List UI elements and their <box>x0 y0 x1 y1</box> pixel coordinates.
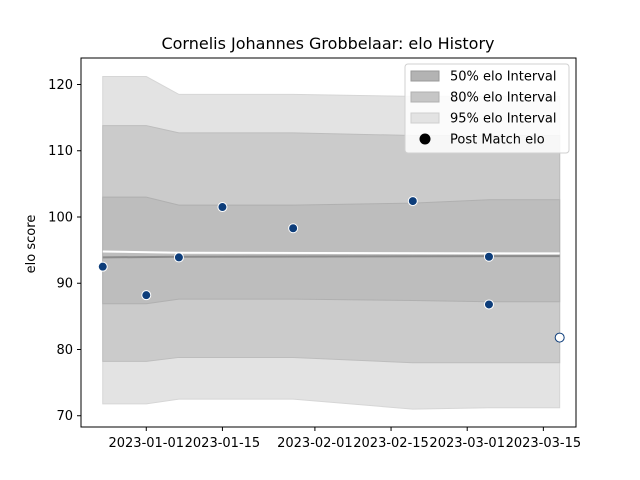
post-match-elo-point <box>141 290 152 301</box>
y-tick-label: 90 <box>56 277 73 292</box>
x-tick-label: 2023-02-01 <box>277 436 353 451</box>
post-match-elo-point <box>217 202 228 213</box>
plot-area: 70 80 90 100 110 120 2023-01-01 2023-01-15 2023-… <box>48 57 582 451</box>
post-match-elo-point <box>97 261 108 272</box>
post-match-elo-point <box>407 196 418 207</box>
legend-label: 50% elo Interval <box>450 70 557 85</box>
band-50 <box>102 196 561 305</box>
post-match-elo-point <box>554 332 565 343</box>
x-tick-label: 2023-02-15 <box>353 436 429 451</box>
x-tick-label: 2023-01-15 <box>185 436 261 451</box>
legend-label: Post Match elo <box>450 133 545 148</box>
chart-title: Cornelis Johannes Grobbelaar: elo Histor… <box>161 34 494 53</box>
post-match-elo-point <box>483 299 494 310</box>
legend-box <box>404 63 570 154</box>
legend-swatch <box>410 91 440 103</box>
legend: 50% elo Interval 80% elo Interval 95% elo … <box>404 63 570 154</box>
post-match-elo-point <box>483 251 494 262</box>
post-match-elo-point <box>288 223 299 234</box>
post-match-elo-point <box>173 252 184 263</box>
x-tick-label: 2023-01-01 <box>108 436 184 451</box>
axes-frame <box>80 57 577 428</box>
y-tick-label: 70 <box>56 409 73 424</box>
y-tick-label: 100 <box>48 210 73 225</box>
x-tick-label: 2023-03-15 <box>506 436 582 451</box>
legend-label: 80% elo Interval <box>450 91 557 106</box>
y-tick-label: 120 <box>48 78 73 93</box>
y-axis-label: elo score <box>24 215 39 274</box>
legend-label: 95% elo Interval <box>450 112 557 127</box>
legend-swatch <box>410 112 440 124</box>
x-tick-label: 2023-03-01 <box>429 436 505 451</box>
y-tick-label: 110 <box>48 144 73 159</box>
legend-marker <box>419 133 431 145</box>
y-tick-label: 80 <box>56 343 73 358</box>
legend-swatch <box>410 70 440 82</box>
